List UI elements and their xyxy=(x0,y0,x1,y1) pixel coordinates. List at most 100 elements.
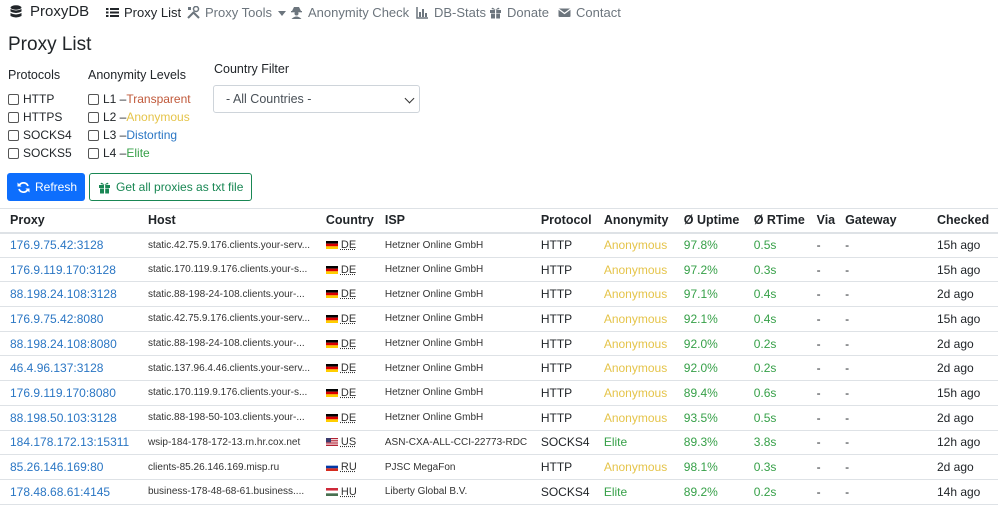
checked-cell: 2d ago xyxy=(926,355,998,382)
nav-proxy-tools[interactable]: Proxy Tools xyxy=(187,5,286,20)
nav-contact-label: Contact xyxy=(576,5,621,20)
col-header-via[interactable]: Via xyxy=(806,208,836,234)
protocol-cell: HTTP xyxy=(530,355,594,382)
checkbox-box[interactable] xyxy=(88,129,99,141)
anonymity-prefix: L2 – xyxy=(103,110,127,124)
anonymity-l1-checkbox[interactable]: L1 – Transparent xyxy=(88,92,191,106)
host-cell: static.88-198-50-103.clients.your-... xyxy=(137,405,316,431)
country-cell: DE xyxy=(315,405,375,431)
nav-proxy-list-label: Proxy List xyxy=(124,5,182,20)
proxy-cell: 176.9.119.170:3128 xyxy=(0,257,138,283)
anonymity-l4-checkbox[interactable]: L4 – Elite xyxy=(88,146,150,160)
country-code: US xyxy=(340,436,357,449)
nav-anonymity-check[interactable]: Anonymity Check xyxy=(290,5,409,20)
protocol-socks4-checkbox[interactable]: SOCKS4 xyxy=(8,128,72,142)
host-cell: clients-85.26.146.169.misp.ru xyxy=(137,454,316,480)
col-header-uptime[interactable]: Ø Uptime xyxy=(673,208,744,234)
flag-de-icon xyxy=(325,339,338,348)
col-header-proxy[interactable]: Proxy xyxy=(0,208,138,234)
table-row: 176.9.119.170:3128 static.170.119.9.176.c… xyxy=(0,257,998,283)
proxy-link[interactable]: 88.198.24.108:8080 xyxy=(10,336,117,351)
proxy-link[interactable]: 178.48.68.61:4145 xyxy=(10,484,111,499)
proxy-link[interactable]: 176.9.119.170:3128 xyxy=(10,262,116,277)
flag-de-icon xyxy=(325,315,338,323)
nav-anonymity-check-label: Anonymity Check xyxy=(308,5,410,20)
country-code: DE xyxy=(340,337,357,350)
proxy-link[interactable]: 176.9.75.42:8080 xyxy=(10,311,104,326)
brand-link[interactable]: ProxyDB xyxy=(10,3,89,20)
proxy-link[interactable]: 176.9.75.42:3128 xyxy=(10,238,104,253)
col-header-gateway[interactable]: Gateway xyxy=(835,208,927,234)
nav-db-stats[interactable]: DB-Stats xyxy=(416,5,486,20)
isp-cell: Hetzner Online GmbH xyxy=(374,306,531,332)
chevron-down-icon xyxy=(277,10,286,16)
get-all-proxies-button[interactable]: Get all proxies as txt file xyxy=(89,173,252,201)
flag-de-icon xyxy=(325,413,338,422)
protocol-cell: HTTP xyxy=(530,454,594,480)
col-header-isp[interactable]: ISP xyxy=(374,208,531,234)
country-cell: DE xyxy=(315,355,375,382)
anonymity-cell: Anonymous xyxy=(593,454,674,480)
anonymity-cell: Anonymous xyxy=(593,257,674,283)
host-cell: static.170.119.9.176.clients.your-s... xyxy=(137,380,316,406)
col-header-country[interactable]: Country xyxy=(315,208,375,234)
gateway-cell: - xyxy=(835,405,927,431)
anonymity-l2-checkbox[interactable]: L2 – Anonymous xyxy=(88,110,190,124)
proxy-link[interactable]: 184.178.172.13:15311 xyxy=(10,435,130,450)
protocol-cell: HTTP xyxy=(530,257,594,283)
proxy-link[interactable]: 88.198.50.103:3128 xyxy=(10,410,117,425)
country-code: DE xyxy=(340,288,357,301)
proxy-link[interactable]: 176.9.119.170:8080 xyxy=(10,385,116,400)
country-cell: HU xyxy=(315,479,375,505)
checkbox-box[interactable] xyxy=(8,129,19,141)
via-cell: - xyxy=(806,405,836,431)
via-cell: - xyxy=(806,355,836,382)
col-header-host[interactable]: Host xyxy=(137,208,316,234)
col-header-checked[interactable]: Checked xyxy=(926,208,998,234)
col-header-anonymity[interactable]: Anonymity xyxy=(593,208,674,234)
via-cell: - xyxy=(806,232,836,258)
table-row: 176.9.119.170:8080 static.170.119.9.176.c… xyxy=(0,380,998,406)
host-cell: static.137.96.4.46.clients.your-serv... xyxy=(137,355,316,382)
host-cell: static.170.119.9.176.clients.your-s... xyxy=(137,257,316,283)
col-header-rtime[interactable]: Ø RTime xyxy=(743,208,807,234)
isp-cell: ASN-CXA-ALL-CCI-22773-RDC xyxy=(374,430,531,456)
nav-db-stats-label: DB-Stats xyxy=(434,5,487,20)
gateway-cell: - xyxy=(835,454,927,480)
checkbox-box[interactable] xyxy=(8,111,19,123)
protocol-https-checkbox[interactable]: HTTPS xyxy=(8,110,62,124)
anonymity-cell: Anonymous xyxy=(593,405,674,431)
protocol-socks5-checkbox[interactable]: SOCKS5 xyxy=(8,146,72,160)
protocol-cell: SOCKS4 xyxy=(530,479,594,505)
isp-cell: Hetzner Online GmbH xyxy=(374,405,531,431)
proxy-link[interactable]: 85.26.146.169:80 xyxy=(10,460,104,475)
nav-proxy-list[interactable]: Proxy List xyxy=(106,5,181,20)
protocol-http-checkbox[interactable]: HTTP xyxy=(8,92,54,106)
protocol-cell: SOCKS4 xyxy=(530,430,594,456)
anonymity-l3-checkbox[interactable]: L3 – Distorting xyxy=(88,128,177,142)
uptime-cell: 89.2% xyxy=(673,479,744,505)
checkbox-box[interactable] xyxy=(8,147,19,159)
anonymity-level-label: Elite xyxy=(126,146,150,160)
host-cell: static.42.75.9.176.clients.your-serv... xyxy=(137,232,316,258)
table-row: 88.198.24.108:8080 static.88-198-24-108.c… xyxy=(0,331,998,357)
proxy-link[interactable]: 88.198.24.108:3128 xyxy=(10,287,117,302)
checkbox-box[interactable] xyxy=(88,93,99,105)
nav-contact[interactable]: Contact xyxy=(558,5,621,20)
country-select[interactable]: - All Countries - xyxy=(213,85,420,113)
checkbox-box[interactable] xyxy=(88,147,99,159)
uptime-cell: 97.1% xyxy=(673,281,744,308)
refresh-button[interactable]: Refresh xyxy=(7,173,85,201)
table-row: 88.198.24.108:3128 static.88-198-24-108.c… xyxy=(0,281,998,308)
col-header-protocol[interactable]: Protocol xyxy=(530,208,594,234)
country-cell: DE xyxy=(315,257,375,283)
protocol-label: SOCKS4 xyxy=(23,128,72,142)
rtime-cell: 0.4s xyxy=(743,306,807,332)
gateway-cell: - xyxy=(835,331,927,357)
checkbox-box[interactable] xyxy=(8,93,19,105)
checkbox-box[interactable] xyxy=(88,111,99,123)
proxy-link[interactable]: 46.4.96.137:3128 xyxy=(10,361,104,376)
user-secret-icon xyxy=(291,7,302,19)
nav-donate[interactable]: Donate xyxy=(489,5,549,20)
get-all-proxies-label: Get all proxies as txt file xyxy=(116,180,244,194)
